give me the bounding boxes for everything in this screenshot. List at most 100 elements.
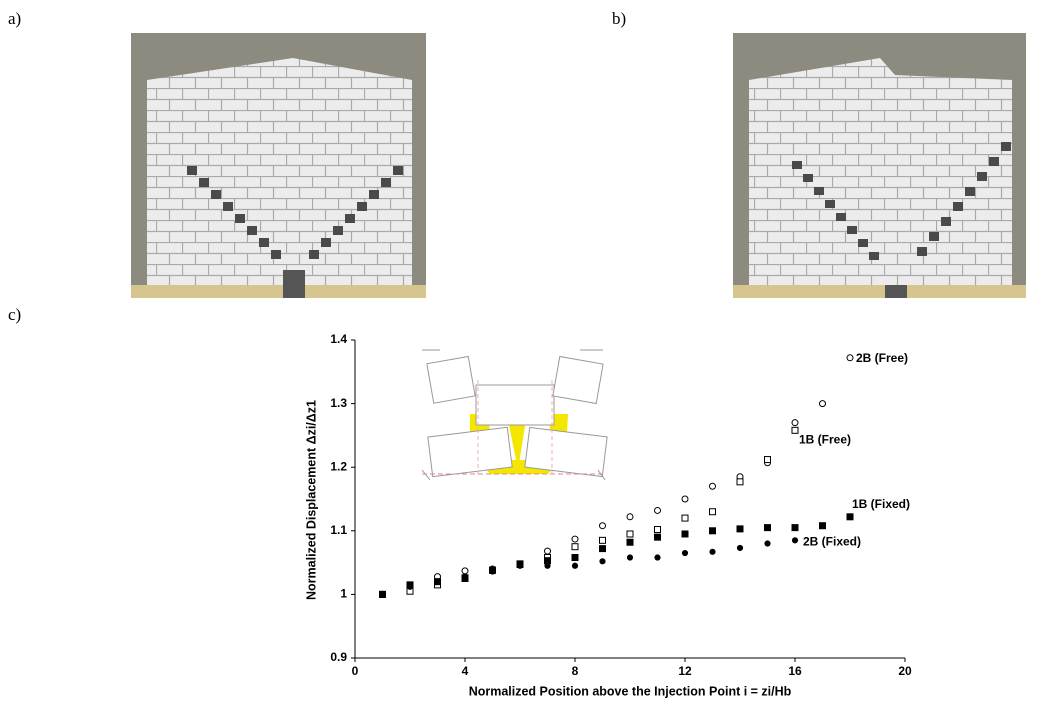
marker	[654, 506, 661, 514]
gap	[977, 172, 987, 181]
gap	[869, 252, 879, 260]
x-tick-label: 20	[898, 664, 912, 678]
marker	[544, 547, 551, 555]
gap	[989, 157, 999, 166]
marker	[709, 482, 716, 490]
marker	[709, 527, 716, 535]
gap	[836, 213, 846, 221]
marker	[599, 545, 606, 553]
marker	[709, 508, 716, 516]
gap	[309, 250, 319, 259]
marker	[626, 554, 634, 561]
photo-a	[131, 33, 426, 298]
marker	[709, 548, 716, 555]
x-axis-title: Normalized Position above the Injection …	[469, 684, 792, 698]
photo-b	[733, 33, 1026, 298]
panel-label: c)	[8, 305, 21, 324]
y-tick-label: 1	[340, 587, 347, 601]
gap	[858, 239, 868, 247]
marker	[379, 591, 386, 598]
y-tick-label: 0.9	[330, 650, 347, 664]
gap	[1001, 142, 1011, 151]
x-tick-label: 8	[572, 664, 579, 678]
gap	[247, 226, 257, 235]
x-tick-label: 16	[788, 664, 802, 678]
marker	[791, 426, 799, 434]
marker	[434, 578, 441, 585]
y-tick-label: 1.2	[330, 459, 347, 473]
gap	[321, 238, 331, 247]
marker	[736, 544, 744, 552]
gap	[814, 187, 824, 195]
marker	[599, 536, 606, 544]
marker	[681, 530, 689, 538]
marker	[764, 456, 771, 464]
series-label: 1B (Free)	[799, 432, 851, 446]
gap	[917, 247, 927, 256]
marker	[681, 495, 689, 503]
gap	[223, 202, 233, 211]
panel-label: b)	[612, 9, 626, 28]
gap	[369, 190, 379, 199]
marker	[791, 524, 799, 532]
marker	[571, 543, 579, 551]
inset-diagram	[421, 349, 608, 481]
gap	[199, 178, 209, 187]
marker	[819, 522, 826, 530]
marker	[736, 478, 744, 486]
marker	[461, 573, 469, 580]
marker	[736, 525, 744, 533]
x-tick-label: 12	[678, 664, 692, 678]
marker	[681, 514, 689, 522]
marker	[571, 562, 579, 569]
gap	[381, 178, 391, 187]
marker	[846, 513, 854, 521]
marker	[819, 400, 826, 408]
gap	[953, 202, 963, 211]
marker	[764, 524, 771, 532]
marker	[571, 554, 579, 562]
marker	[461, 567, 469, 575]
marker	[599, 558, 606, 565]
gap	[393, 166, 403, 175]
y-tick-label: 1.3	[330, 396, 347, 410]
marker	[516, 562, 524, 569]
gap	[941, 217, 951, 226]
gap	[211, 190, 221, 199]
gap	[929, 232, 939, 241]
gap	[235, 214, 245, 223]
marker	[846, 354, 854, 362]
marker	[654, 533, 661, 541]
marker	[791, 419, 799, 427]
marker	[489, 568, 496, 575]
series-label: 2B (Fixed)	[803, 535, 861, 549]
gap	[847, 226, 857, 234]
marker	[406, 583, 414, 590]
chart: Normalized Position above the Injection …	[304, 332, 912, 698]
x-tick-label: 4	[462, 664, 469, 678]
marker	[599, 522, 606, 530]
gap	[792, 161, 802, 169]
marker	[571, 535, 579, 543]
gap	[825, 200, 835, 208]
marker	[764, 540, 771, 547]
gap	[187, 166, 197, 175]
series-label: 1B (Fixed)	[852, 497, 910, 511]
marker	[626, 538, 634, 546]
marker	[791, 537, 799, 544]
gap	[357, 202, 367, 211]
gap	[271, 250, 281, 259]
gap	[803, 174, 813, 182]
gap	[345, 214, 355, 223]
marker	[654, 526, 661, 534]
marker	[654, 554, 661, 561]
y-axis-title: Normalized Displacement Δzi/Δz1	[304, 400, 318, 600]
marker	[544, 562, 551, 569]
gap	[965, 187, 975, 196]
gap	[259, 238, 269, 247]
series-label: 2B (Free)	[856, 351, 908, 365]
panel-label: a)	[8, 9, 21, 28]
marker	[626, 513, 634, 521]
